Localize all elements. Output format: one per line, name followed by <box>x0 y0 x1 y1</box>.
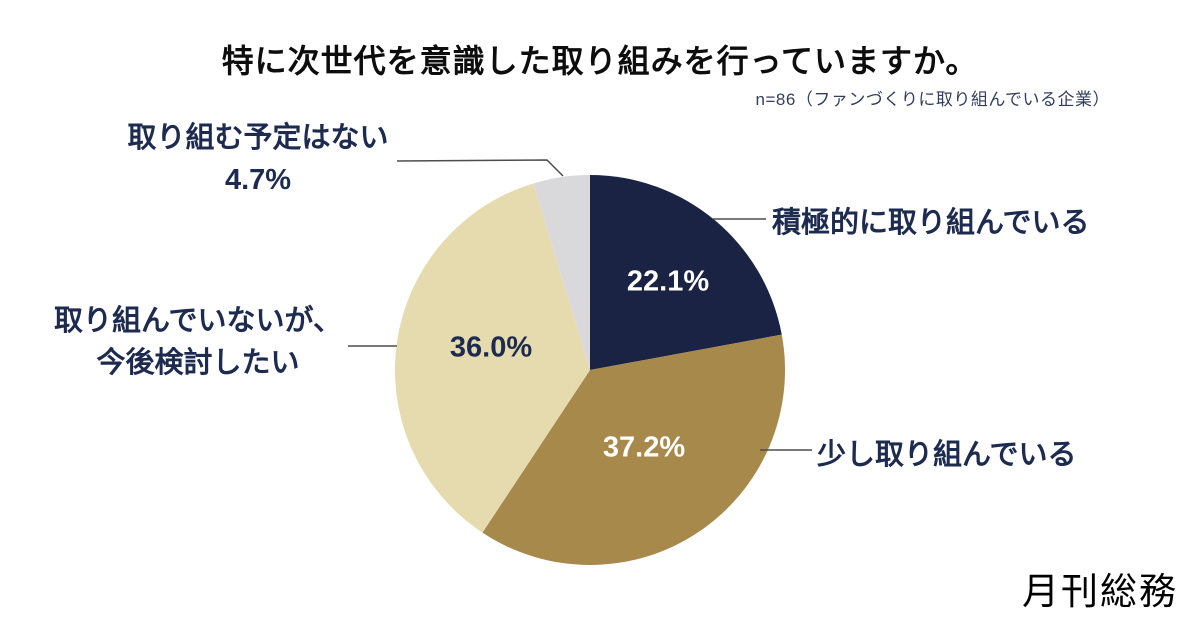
callout-active: 積極的に取り組んでいる <box>772 202 1090 244</box>
callout-no-plan-label: 取り組む予定はない <box>127 122 389 154</box>
pie-slice-3 <box>533 175 590 370</box>
pie-slice-0 <box>590 175 782 370</box>
value-label-active: 22.1% <box>626 265 710 298</box>
callout-some: 少し取り組んでいる <box>817 434 1077 476</box>
value-label-considering: 36.0% <box>449 331 533 364</box>
callout-no-plan-value: 4.7% <box>224 164 292 196</box>
callout-some-label: 少し取り組んでいる <box>817 439 1077 471</box>
pie-slice-2 <box>394 183 590 533</box>
callout-considering-label-line2: 今後検討したい <box>96 347 300 379</box>
leader-line-no-plan <box>396 159 564 177</box>
pie-slices <box>394 175 785 566</box>
callout-considering-label-line1: 取り組んでいないが、 <box>54 305 342 337</box>
sample-size-note: n=86（ファンづくりに取り組んでいる企業） <box>755 90 1110 109</box>
value-label-some: 37.2% <box>602 431 686 464</box>
callout-considering: 取り組んでいないが、 今後検討したい <box>0 300 396 384</box>
pie-slice-1 <box>482 334 785 566</box>
callout-active-label: 積極的に取り組んでいる <box>772 207 1090 239</box>
leader-lines <box>348 159 812 451</box>
publisher-logo: 月刊総務 <box>1022 571 1178 612</box>
callout-no-plan: 取り組む予定はない 4.7% <box>58 117 458 201</box>
chart-title: 特に次世代を意識した取り組みを行っていますか。 <box>221 43 979 79</box>
